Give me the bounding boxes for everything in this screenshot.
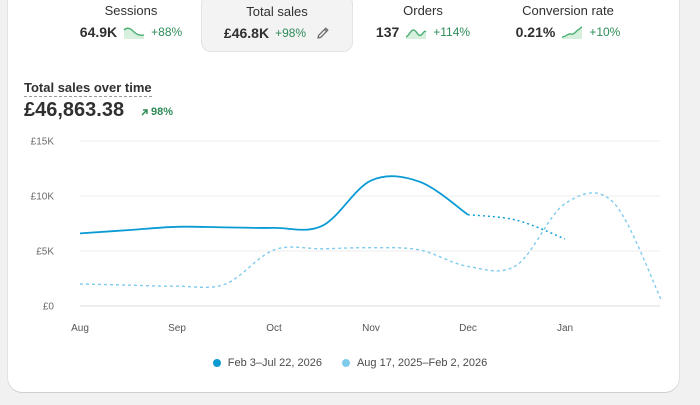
sparkline-up-icon [562, 26, 583, 39]
metric-delta: +88% [151, 25, 183, 39]
chart-legend: Feb 3–Jul 22, 2026 Aug 17, 2025–Feb 2, 2… [0, 357, 700, 369]
x-tick-label: Aug [71, 323, 89, 334]
legend-label: Feb 3–Jul 22, 2026 [227, 357, 322, 369]
x-tick-label: Jan [557, 323, 573, 334]
metric-orders[interactable]: Orders 137 +114% [353, 0, 493, 52]
metric-value: 137 [375, 24, 400, 40]
y-tick-label: £10K [31, 192, 55, 203]
metric-value: £46.8K [223, 25, 270, 41]
arrow-up-right-icon [141, 108, 148, 116]
y-tick-label: £0 [43, 302, 55, 313]
total-sales-delta-text: 98% [151, 106, 174, 118]
x-tick-label: Sep [168, 323, 186, 334]
y-tick-label: £15K [31, 137, 55, 148]
sparkline-down-icon [123, 27, 145, 39]
pencil-icon[interactable] [316, 26, 330, 40]
metric-sessions[interactable]: Sessions 64.9K +88% [61, 0, 201, 52]
metric-value: 0.21% [515, 24, 556, 40]
x-tick-label: Dec [459, 323, 477, 334]
legend-item-comparison[interactable]: Aug 17, 2025–Feb 2, 2026 [341, 357, 488, 369]
metric-label: Sessions [104, 3, 158, 18]
metric-label: Orders [403, 3, 443, 18]
metric-value: 64.9K [79, 24, 118, 40]
metric-delta: +10% [589, 25, 621, 39]
legend-dot [212, 359, 221, 367]
metric-label: Conversion rate [522, 3, 614, 18]
series-line-current [79, 175, 469, 235]
series-line-comparison [79, 192, 663, 302]
metric-delta: +114% [433, 25, 471, 39]
x-tick-label: Nov [362, 323, 380, 334]
total-sales-delta: 98% [140, 106, 173, 118]
series-line-current-projected [467, 214, 566, 240]
x-tick-label: Oct [266, 323, 282, 334]
legend-label: Aug 17, 2025–Feb 2, 2026 [356, 357, 488, 369]
total-sales-value: £46,863.38 [24, 99, 125, 121]
metric-total-sales[interactable]: Total sales £46.8K +98% [201, 0, 353, 52]
metric-conversion-rate[interactable]: Conversion rate 0.21% +10% [493, 0, 643, 52]
chart-title[interactable]: Total sales over time [24, 80, 152, 97]
legend-dot [341, 359, 350, 367]
y-tick-label: £5K [36, 247, 54, 258]
sparkline-up-icon [405, 29, 427, 39]
legend-item-current[interactable]: Feb 3–Jul 22, 2026 [212, 357, 322, 369]
metric-label: Total sales [246, 4, 308, 19]
metric-delta: +98% [275, 26, 307, 40]
